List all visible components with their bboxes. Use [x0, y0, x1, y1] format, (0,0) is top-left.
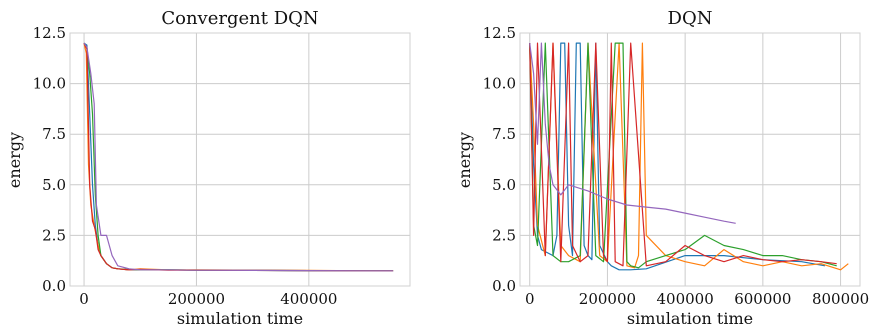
- chart-convergent-dqn: Convergent DQN 0 200000 400000 0.0 2.5 5.0 7.5…: [5, 8, 411, 328]
- y-tick-label: 7.5: [42, 125, 66, 143]
- x-tick-label: 200000: [168, 290, 225, 308]
- y-tick-label: 0.0: [492, 277, 516, 295]
- y-axis-label: energy: [455, 132, 474, 188]
- y-tick-label: 2.5: [42, 226, 66, 244]
- series-line-2: [83, 42, 394, 272]
- y-tick-label: 7.5: [492, 125, 516, 143]
- x-axis-label: simulation time: [177, 309, 303, 328]
- chart-dqn: DQN 0 200000 400000 600000 800000 0.0 2.5 5.0 7.…: [455, 8, 869, 328]
- x-tick-label: 600000: [734, 290, 791, 308]
- y-tick-label: 12.5: [483, 24, 516, 42]
- plot-frame: [69, 32, 411, 287]
- y-tick-label: 2.5: [492, 226, 516, 244]
- x-tick-label: 400000: [280, 290, 337, 308]
- y-axis-label: energy: [5, 132, 24, 188]
- chart-title: Convergent DQN: [161, 8, 318, 29]
- y-tick-label: 0.0: [42, 277, 66, 295]
- x-tick-label: 200000: [579, 290, 636, 308]
- y-tick-label: 12.5: [33, 24, 66, 42]
- x-axis-label: simulation time: [627, 309, 753, 328]
- series-line-4: [529, 42, 837, 267]
- series-line-3: [529, 42, 837, 269]
- x-tick-label: 800000: [812, 290, 869, 308]
- plot-frame: [519, 32, 861, 287]
- y-tick-label: 5.0: [42, 176, 66, 194]
- y-tick-label: 5.0: [492, 176, 516, 194]
- x-tick-label: 400000: [657, 290, 714, 308]
- series-line-1: [83, 42, 394, 272]
- series-line-3: [83, 42, 394, 272]
- chart-title: DQN: [668, 8, 713, 29]
- series-line-5: [83, 42, 394, 272]
- series-line-5: [529, 42, 736, 224]
- series-line-4: [83, 42, 394, 272]
- x-tick-label: 0: [525, 290, 535, 308]
- y-tick-label: 10.0: [483, 75, 516, 93]
- x-tick-label: 0: [79, 290, 89, 308]
- y-tick-label: 10.0: [33, 75, 66, 93]
